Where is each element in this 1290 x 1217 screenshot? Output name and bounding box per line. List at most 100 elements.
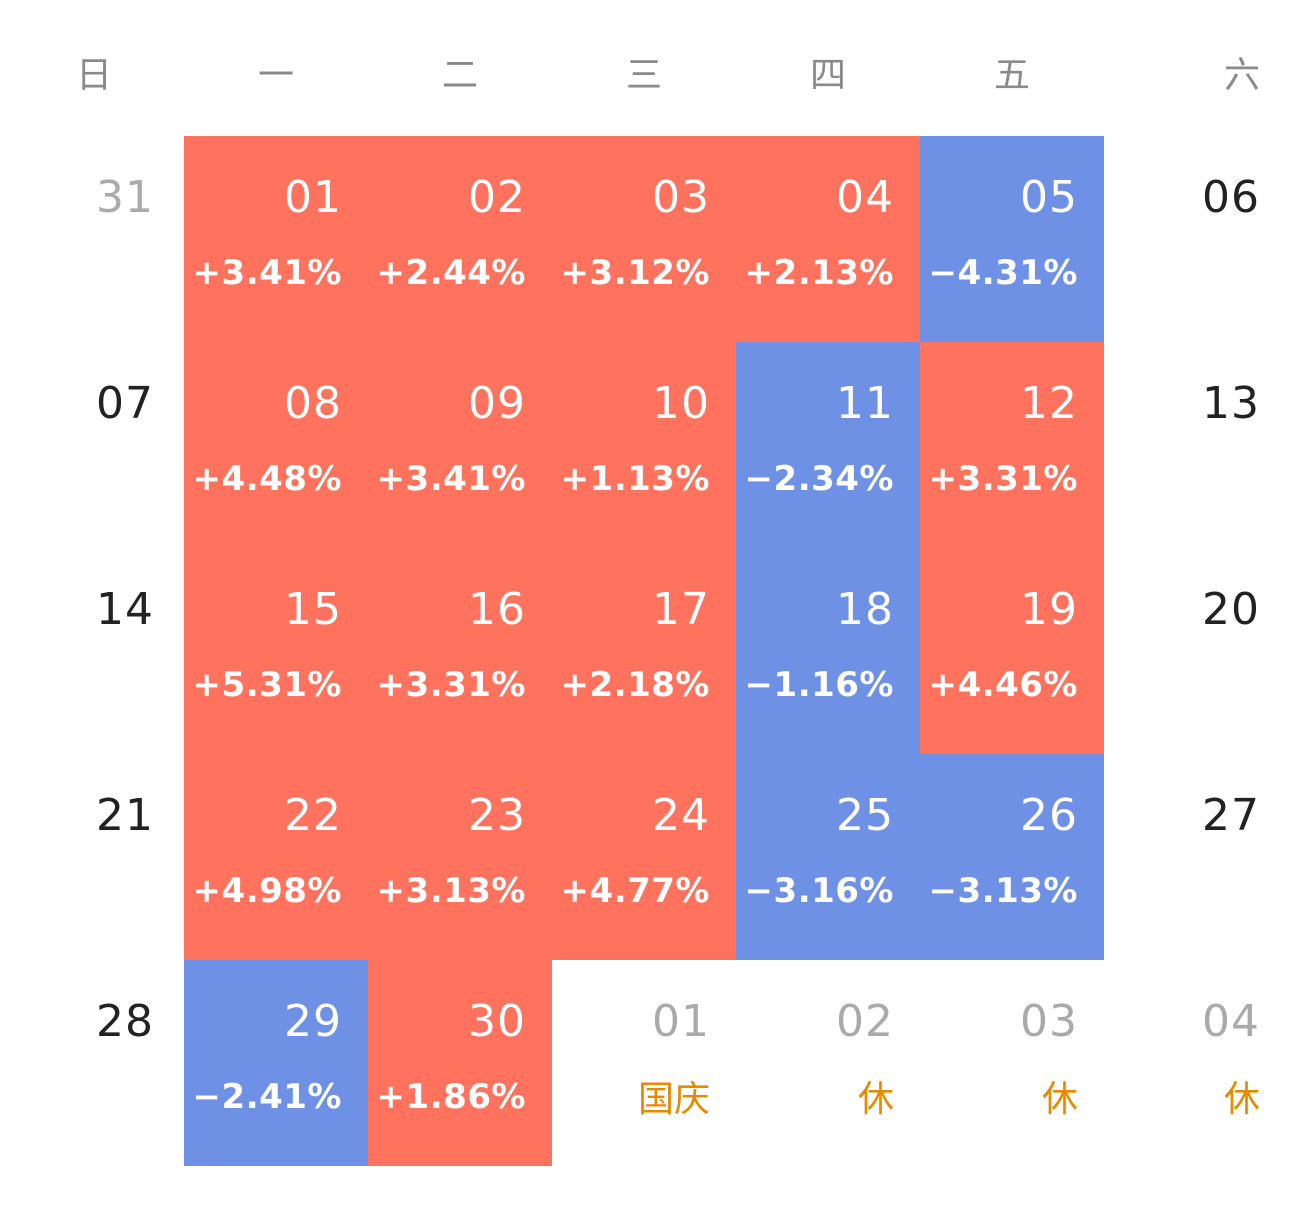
- calendar-day-cell[interactable]: 10 +1.13%: [552, 342, 736, 548]
- day-number: 03: [652, 172, 710, 223]
- day-number: 16: [468, 584, 526, 635]
- day-number: 05: [1020, 172, 1078, 223]
- change-percent: +2.13%: [744, 253, 894, 293]
- weekday-tue: 二: [441, 55, 478, 96]
- calendar-day-cell[interactable]: 14: [0, 548, 184, 754]
- change-percent: +3.13%: [376, 871, 526, 911]
- weekday-fri: 五: [993, 55, 1030, 96]
- day-number: 12: [1020, 378, 1078, 429]
- change-percent: −3.16%: [744, 871, 894, 911]
- calendar-day-cell[interactable]: 29 −2.41%: [184, 960, 368, 1166]
- calendar-day-cell[interactable]: 20: [1104, 548, 1290, 754]
- holiday-tag: 国庆: [637, 1079, 710, 1120]
- calendar-day-cell[interactable]: 05 −4.31%: [920, 136, 1104, 342]
- change-percent: −2.41%: [192, 1077, 342, 1117]
- calendar-day-cell[interactable]: 17 +2.18%: [552, 548, 736, 754]
- change-percent: +4.48%: [192, 459, 342, 499]
- calendar-day-cell[interactable]: 28: [0, 960, 184, 1166]
- day-number: 30: [468, 996, 526, 1047]
- weekday-header: 日 一 二 三 四 五 六: [0, 0, 1290, 136]
- change-percent: +4.98%: [192, 871, 342, 911]
- day-number: 07: [96, 378, 154, 429]
- holiday-tag: 休: [1041, 1079, 1078, 1120]
- day-number: 01: [652, 996, 710, 1047]
- change-percent: −1.16%: [744, 665, 894, 705]
- calendar-day-cell[interactable]: 27: [1104, 754, 1290, 960]
- calendar-day-cell[interactable]: 26 −3.13%: [920, 754, 1104, 960]
- calendar-day-cell[interactable]: 08 +4.48%: [184, 342, 368, 548]
- weekday-thu: 四: [809, 55, 846, 96]
- calendar-day-cell[interactable]: 19 +4.46%: [920, 548, 1104, 754]
- day-number: 02: [468, 172, 526, 223]
- weekday-wed: 三: [625, 55, 662, 96]
- calendar-day-cell[interactable]: 06: [1104, 136, 1290, 342]
- day-number: 10: [652, 378, 710, 429]
- calendar-day-cell[interactable]: 11 −2.34%: [736, 342, 920, 548]
- calendar-day-cell[interactable]: 04 休: [1104, 960, 1290, 1166]
- change-percent: +1.13%: [560, 459, 710, 499]
- calendar-day-cell[interactable]: 01 国庆: [552, 960, 736, 1166]
- change-percent: +3.31%: [928, 459, 1078, 499]
- change-percent: +2.44%: [376, 253, 526, 293]
- calendar-day-cell[interactable]: 31: [0, 136, 184, 342]
- change-percent: −4.31%: [928, 253, 1078, 293]
- calendar-day-cell[interactable]: 09 +3.41%: [368, 342, 552, 548]
- day-number: 19: [1020, 584, 1078, 635]
- day-number: 29: [284, 996, 342, 1047]
- calendar-day-cell[interactable]: 18 −1.16%: [736, 548, 920, 754]
- holiday-tag: 休: [857, 1079, 894, 1120]
- calendar-day-cell[interactable]: 23 +3.13%: [368, 754, 552, 960]
- calendar-day-cell[interactable]: 12 +3.31%: [920, 342, 1104, 548]
- calendar-day-cell[interactable]: 04 +2.13%: [736, 136, 920, 342]
- day-number: 14: [96, 584, 154, 635]
- holiday-tag: 休: [1223, 1079, 1260, 1120]
- day-number: 17: [652, 584, 710, 635]
- day-number: 08: [284, 378, 342, 429]
- day-number: 04: [1202, 996, 1260, 1047]
- calendar-day-cell[interactable]: 25 −3.16%: [736, 754, 920, 960]
- day-number: 23: [468, 790, 526, 841]
- calendar-day-cell[interactable]: 01 +3.41%: [184, 136, 368, 342]
- change-percent: +3.12%: [560, 253, 710, 293]
- day-number: 15: [284, 584, 342, 635]
- calendar-day-cell[interactable]: 02 休: [736, 960, 920, 1166]
- day-number: 11: [836, 378, 894, 429]
- day-number: 31: [96, 172, 154, 223]
- change-percent: +3.41%: [376, 459, 526, 499]
- day-number: 28: [96, 996, 154, 1047]
- calendar-day-cell[interactable]: 24 +4.77%: [552, 754, 736, 960]
- change-percent: +5.31%: [192, 665, 342, 705]
- day-number: 09: [468, 378, 526, 429]
- change-percent: −2.34%: [744, 459, 894, 499]
- day-number: 03: [1020, 996, 1078, 1047]
- day-number: 20: [1202, 584, 1260, 635]
- day-number: 26: [1020, 790, 1078, 841]
- day-number: 24: [652, 790, 710, 841]
- calendar-day-cell[interactable]: 07: [0, 342, 184, 548]
- calendar-day-cell[interactable]: 03 +3.12%: [552, 136, 736, 342]
- calendar-day-cell[interactable]: 03 休: [920, 960, 1104, 1166]
- change-percent: +3.41%: [192, 253, 342, 293]
- day-number: 13: [1202, 378, 1260, 429]
- day-number: 21: [96, 790, 154, 841]
- weekday-sun: 日: [76, 55, 113, 96]
- calendar-day-cell[interactable]: 15 +5.31%: [184, 548, 368, 754]
- calendar-day-cell[interactable]: 30 +1.86%: [368, 960, 552, 1166]
- change-percent: +3.31%: [376, 665, 526, 705]
- weekday-mon: 一: [257, 55, 294, 96]
- day-number: 25: [836, 790, 894, 841]
- calendar-day-cell[interactable]: 13: [1104, 342, 1290, 548]
- calendar-day-cell[interactable]: 02 +2.44%: [368, 136, 552, 342]
- day-number: 22: [284, 790, 342, 841]
- change-percent: −3.13%: [928, 871, 1078, 911]
- day-number: 04: [836, 172, 894, 223]
- day-number: 27: [1202, 790, 1260, 841]
- calendar-day-cell[interactable]: 21: [0, 754, 184, 960]
- change-percent: +4.77%: [560, 871, 710, 911]
- change-percent: +2.18%: [560, 665, 710, 705]
- weekday-sat: 六: [1223, 55, 1260, 96]
- calendar-day-cell[interactable]: 16 +3.31%: [368, 548, 552, 754]
- day-number: 02: [836, 996, 894, 1047]
- calendar-day-cell[interactable]: 22 +4.98%: [184, 754, 368, 960]
- day-number: 06: [1202, 172, 1260, 223]
